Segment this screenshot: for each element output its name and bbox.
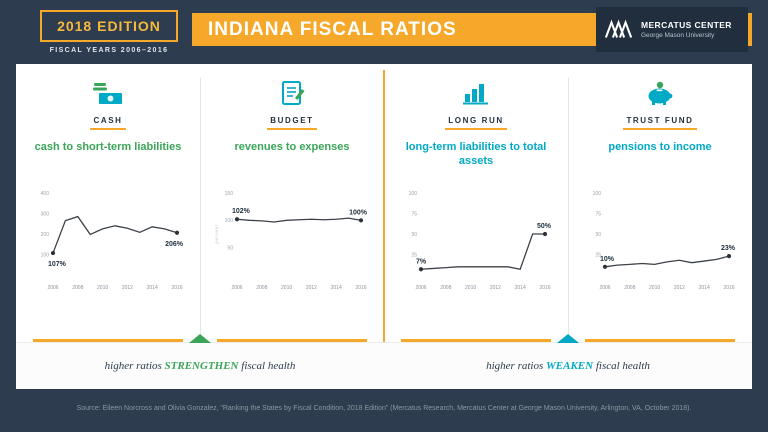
svg-text:50: 50 <box>411 232 417 238</box>
svg-text:2016: 2016 <box>355 285 366 291</box>
svg-text:2016: 2016 <box>171 285 182 291</box>
svg-text:2012: 2012 <box>490 285 501 291</box>
svg-text:100: 100 <box>41 252 50 258</box>
svg-text:2010: 2010 <box>465 285 476 291</box>
gold-underline <box>401 339 551 342</box>
svg-text:2014: 2014 <box>699 285 710 291</box>
svg-text:23%: 23% <box>721 245 736 252</box>
svg-text:7%: 7% <box>416 258 427 265</box>
svg-text:206%: 206% <box>165 241 184 248</box>
svg-text:100: 100 <box>593 191 602 197</box>
svg-text:2006: 2006 <box>415 285 426 291</box>
svg-text:75: 75 <box>411 211 417 217</box>
svg-text:2008: 2008 <box>256 285 267 291</box>
svg-text:percent: percent <box>214 224 219 243</box>
logo-name: MERCATUS CENTER <box>641 20 732 30</box>
svg-text:2016: 2016 <box>723 285 734 291</box>
svg-text:100: 100 <box>409 191 418 197</box>
svg-text:2014: 2014 <box>331 285 342 291</box>
svg-text:2008: 2008 <box>440 285 451 291</box>
svg-text:2010: 2010 <box>649 285 660 291</box>
content-card: CASH cash to short-term liabilities 100 2… <box>16 64 752 389</box>
svg-text:50: 50 <box>595 232 601 238</box>
svg-text:200: 200 <box>41 232 50 238</box>
gold-underline <box>217 339 367 342</box>
panel-trust-fund: TRUST FUND pensions to income 25 50 75 100 2… <box>568 64 752 342</box>
panel-cash: CASH cash to short-term liabilities 100 2… <box>16 64 200 342</box>
svg-text:100: 100 <box>225 218 234 224</box>
strengthen-text: higher ratios STRENGTHEN fiscal health <box>104 360 296 372</box>
weaken-text: higher ratios WEAKEN fiscal health <box>486 360 650 372</box>
panel-title: revenues to expenses <box>234 141 350 153</box>
strengthen-keyword: STRENGTHEN <box>164 360 239 372</box>
source-citation: Source: Eileen Norcross and Olivia Gonza… <box>76 405 692 412</box>
category-label: LONG RUN <box>445 116 507 130</box>
svg-text:2012: 2012 <box>306 285 317 291</box>
logo-text: MERCATUS CENTER George Mason University <box>641 20 732 39</box>
weaken-keyword: WEAKEN <box>546 360 594 372</box>
budget-chart: 50 100 150 2006 2008 2010 2012 2014 2016 percent 1… <box>214 191 368 291</box>
strengthen-half: higher ratios STRENGTHEN fiscal health <box>16 334 384 389</box>
edition-badge: 2018 EDITION FISCAL YEARS 2006–2016 <box>40 10 178 54</box>
svg-text:150: 150 <box>225 191 234 197</box>
svg-text:25: 25 <box>411 252 417 258</box>
footer-band: higher ratios STRENGTHEN fiscal health h… <box>16 334 752 389</box>
svg-text:2012: 2012 <box>674 285 685 291</box>
category-label: CASH <box>90 116 126 130</box>
panel-long-run: LONG RUN long-term liabilities to total … <box>384 64 568 342</box>
logo-subtitle: George Mason University <box>641 32 715 39</box>
page-title: INDIANA FISCAL RATIOS <box>208 18 457 40</box>
weaken-half: higher ratios WEAKEN fiscal health <box>384 334 752 389</box>
gold-underline <box>585 339 735 342</box>
weaken-arrow-icon <box>557 334 579 343</box>
gold-underline <box>33 339 183 342</box>
fiscal-years-label: FISCAL YEARS 2006–2016 <box>49 47 169 54</box>
svg-text:2008: 2008 <box>624 285 635 291</box>
svg-text:2012: 2012 <box>122 285 133 291</box>
trust-fund-icon <box>643 77 677 109</box>
panel-title: cash to short-term liabilities <box>34 141 182 153</box>
svg-text:2014: 2014 <box>515 285 526 291</box>
trust-fund-chart: 25 50 75 100 2006 2008 2010 2012 2014 2016 10% 23% <box>593 191 736 291</box>
panel-title: pensions to income <box>608 141 712 153</box>
svg-text:50%: 50% <box>537 223 552 230</box>
svg-text:2010: 2010 <box>97 285 108 291</box>
divider <box>568 78 569 338</box>
svg-text:400: 400 <box>41 191 50 197</box>
svg-text:10%: 10% <box>600 256 615 263</box>
cash-icon <box>91 77 125 109</box>
long-run-icon <box>459 77 493 109</box>
svg-text:107%: 107% <box>48 261 67 268</box>
svg-text:2006: 2006 <box>599 285 610 291</box>
category-label: TRUST FUND <box>623 116 697 130</box>
mercatus-logo: MERCATUS CENTER George Mason University <box>596 7 748 52</box>
category-label: BUDGET <box>267 116 317 130</box>
svg-text:100%: 100% <box>349 209 368 216</box>
budget-icon <box>275 77 309 109</box>
svg-text:2014: 2014 <box>147 285 158 291</box>
svg-text:2010: 2010 <box>281 285 292 291</box>
panels-row: CASH cash to short-term liabilities 100 2… <box>16 64 752 344</box>
cash-chart: 100 200 300 400 2006 2008 2010 2012 2014 2016 107%… <box>41 191 184 291</box>
center-divider <box>383 70 385 344</box>
svg-text:2006: 2006 <box>231 285 242 291</box>
mercatus-logo-icon <box>604 19 633 38</box>
svg-text:50: 50 <box>227 245 233 251</box>
strengthen-arrow-icon <box>189 334 211 343</box>
svg-text:25: 25 <box>595 252 601 258</box>
svg-text:2016: 2016 <box>539 285 550 291</box>
svg-text:2008: 2008 <box>72 285 83 291</box>
svg-text:300: 300 <box>41 211 50 217</box>
svg-text:102%: 102% <box>232 208 251 215</box>
panel-title: long-term liabilities to total assets <box>405 141 547 167</box>
divider <box>200 78 201 338</box>
svg-text:2006: 2006 <box>47 285 58 291</box>
panel-budget: BUDGET revenues to expenses 50 100 150 2006… <box>200 64 384 342</box>
edition-label: 2018 EDITION <box>40 10 178 42</box>
long-run-chart: 25 50 75 100 2006 2008 2010 2012 2014 2016 7% 50% <box>409 191 552 291</box>
svg-text:75: 75 <box>595 211 601 217</box>
